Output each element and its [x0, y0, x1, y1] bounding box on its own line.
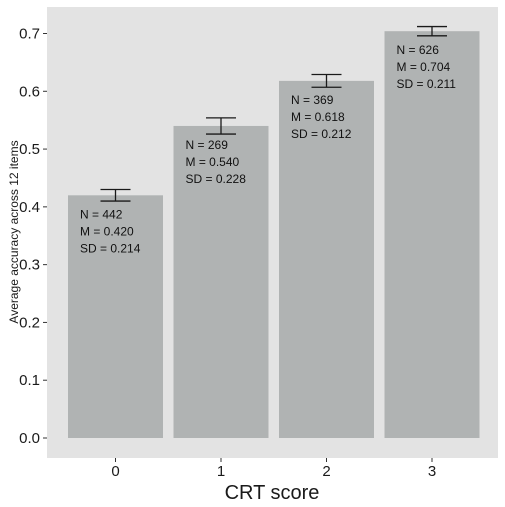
bar-crt-1	[173, 125, 269, 438]
y-tick-label: 0.1	[19, 372, 40, 389]
annotation-text: N = 269	[186, 138, 229, 152]
y-tick-label: 0.4	[19, 199, 40, 216]
annotation-text: N = 626	[397, 43, 440, 57]
annotation-text: M = 0.540	[186, 155, 240, 169]
x-tick-label: 1	[217, 463, 225, 480]
x-tick-label: 3	[428, 463, 436, 480]
y-tick-label: 0.3	[19, 257, 40, 274]
annotation-text: SD = 0.211	[397, 77, 457, 91]
annotation-text: N = 369	[291, 93, 334, 107]
error-bar-crt-3	[417, 25, 447, 37]
y-tick-label: 0.0	[19, 430, 40, 447]
bar-crt-2	[279, 80, 374, 439]
annotation-text: M = 0.618	[291, 110, 345, 124]
y-axis-title: Average accuracy across 12 items	[7, 140, 21, 323]
annotation-text: SD = 0.228	[186, 172, 247, 186]
y-tick-label: 0.2	[19, 314, 40, 331]
error-bar-crt-1	[206, 117, 236, 135]
y-axis: 0.0 0.1 0.2 0.3 0.4 0.5 0.6 0.7	[19, 26, 47, 447]
y-tick-label: 0.6	[19, 83, 40, 100]
x-axis: 0 1 2 3	[111, 458, 436, 480]
error-bar-crt-2	[311, 73, 342, 88]
annotation-text: M = 0.420	[80, 224, 134, 238]
annotations-layer: N = 442 M = 0.420 SD = 0.214 N = 269 M = 0.5…	[80, 43, 456, 255]
annotation-text: SD = 0.212	[291, 127, 352, 141]
annotation-text: SD = 0.214	[80, 241, 141, 255]
bars-layer	[68, 31, 480, 439]
bar-crt-3	[384, 31, 480, 439]
bar-crt-0	[68, 195, 163, 438]
errorbars-layer	[100, 25, 447, 202]
annotation-text: N = 442	[80, 207, 123, 221]
x-tick-label: 0	[111, 463, 119, 480]
annotation-text: M = 0.704	[397, 60, 451, 74]
y-tick-label: 0.5	[19, 141, 40, 158]
x-tick-label: 2	[322, 463, 330, 480]
error-bar-crt-0	[100, 188, 131, 202]
y-tick-label: 0.7	[19, 26, 40, 43]
x-axis-title: CRT score	[225, 482, 320, 504]
